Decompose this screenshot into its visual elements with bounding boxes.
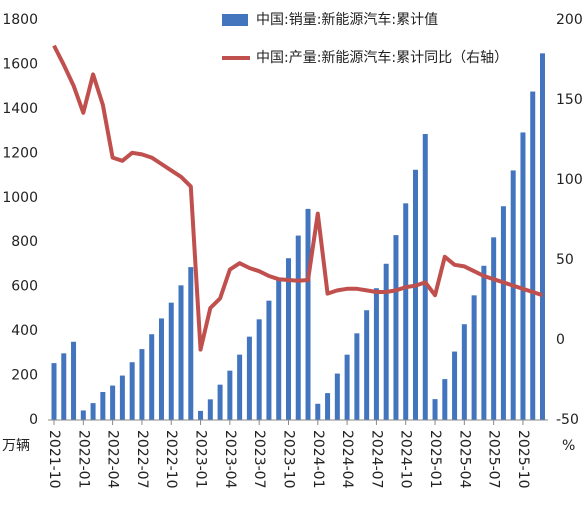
- bar: [285, 258, 291, 420]
- x-tick-label: 2025-07: [486, 430, 502, 489]
- x-tick-label: 2024-04: [339, 430, 355, 489]
- y-tick-label: 1200: [2, 145, 38, 161]
- bar: [325, 393, 331, 420]
- x-tick-label: 2025-10: [515, 430, 531, 489]
- y2-tick-label: -50: [556, 412, 579, 428]
- bar: [61, 353, 67, 420]
- y2-tick-label: 100: [556, 172, 583, 188]
- bar: [344, 354, 350, 420]
- x-tick-label: 2025-01: [427, 430, 443, 489]
- bar: [530, 91, 536, 421]
- bar: [383, 263, 389, 420]
- x-tick-label: 2022-04: [105, 430, 121, 489]
- y2-axis-unit: %: [562, 438, 575, 454]
- bar: [305, 208, 311, 420]
- y-tick-label: 800: [11, 234, 38, 250]
- x-tick-label: 2025-04: [456, 430, 472, 489]
- x-tick-label: 2022-07: [134, 430, 150, 489]
- bar: [217, 384, 223, 420]
- bar: [178, 285, 184, 420]
- bar: [500, 206, 506, 420]
- bar: [71, 341, 77, 420]
- y-tick-label: 1000: [2, 190, 38, 206]
- bar: [227, 370, 233, 420]
- bar: [520, 132, 526, 420]
- bar: [334, 373, 340, 420]
- y-tick-label: 0: [29, 412, 38, 428]
- bar: [461, 324, 467, 420]
- bar: [481, 265, 487, 420]
- y-tick-label: 400: [11, 323, 38, 339]
- bar: [373, 288, 379, 420]
- bar: [422, 134, 428, 420]
- bar: [540, 53, 545, 420]
- x-tick-label: 2023-10: [280, 430, 296, 489]
- y-tick-label: 1800: [2, 12, 38, 28]
- bar: [198, 410, 204, 420]
- bar: [432, 399, 438, 420]
- bar: [491, 237, 497, 420]
- x-tick-label: 2023-04: [222, 430, 238, 489]
- x-tick-label: 2022-10: [163, 430, 179, 489]
- bar: [266, 300, 272, 420]
- bar: [90, 403, 96, 420]
- bar: [168, 302, 174, 420]
- legend-label: 中国:销量:新能源汽车:累计值: [256, 11, 438, 28]
- bar: [188, 267, 194, 420]
- legend-label: 中国:产量:新能源汽车:累计同比（右轴）: [256, 49, 508, 66]
- bar: [256, 319, 262, 420]
- line: [52, 44, 544, 352]
- y2-tick-label: 0: [556, 332, 565, 348]
- bar: [110, 385, 116, 420]
- bar: [237, 354, 243, 420]
- bar: [364, 310, 370, 420]
- y2-tick-label: 200: [556, 12, 583, 28]
- bar: [315, 403, 321, 420]
- bar: [100, 392, 106, 420]
- bar: [452, 351, 458, 420]
- bar: [510, 170, 516, 420]
- bar: [139, 349, 145, 420]
- bar: [129, 362, 135, 420]
- y2-tick-label: 50: [556, 252, 574, 268]
- y2-tick-label: 150: [556, 92, 583, 108]
- y-tick-label: 1600: [2, 56, 38, 72]
- bar: [119, 375, 125, 420]
- bar: [246, 336, 252, 420]
- x-tick-label: 2023-07: [251, 430, 267, 489]
- bar: [393, 235, 399, 420]
- bar: [51, 363, 57, 420]
- bar: [80, 410, 86, 420]
- x-tick-label: 2024-01: [310, 430, 326, 489]
- bar: [207, 399, 213, 420]
- bar: [403, 203, 409, 420]
- y-tick-label: 600: [11, 279, 38, 295]
- y-axis-unit: 万辆: [2, 438, 30, 454]
- bar: [149, 334, 155, 420]
- bar: [471, 295, 477, 420]
- y-tick-label: 1400: [2, 101, 38, 117]
- x-tick-label: 2021-10: [46, 430, 62, 489]
- x-tick-label: 2022-01: [75, 430, 91, 489]
- x-tick-label: 2024-10: [398, 430, 414, 489]
- bar: [412, 169, 418, 420]
- legend-swatch: [222, 14, 248, 26]
- x-tick-label: 2023-01: [193, 430, 209, 489]
- bar: [158, 318, 164, 420]
- x-tick-label: 2024-07: [368, 430, 384, 489]
- bar: [276, 280, 282, 420]
- bar: [442, 379, 448, 420]
- y-tick-label: 200: [11, 368, 38, 384]
- bar: [354, 333, 360, 420]
- bar: [295, 235, 301, 420]
